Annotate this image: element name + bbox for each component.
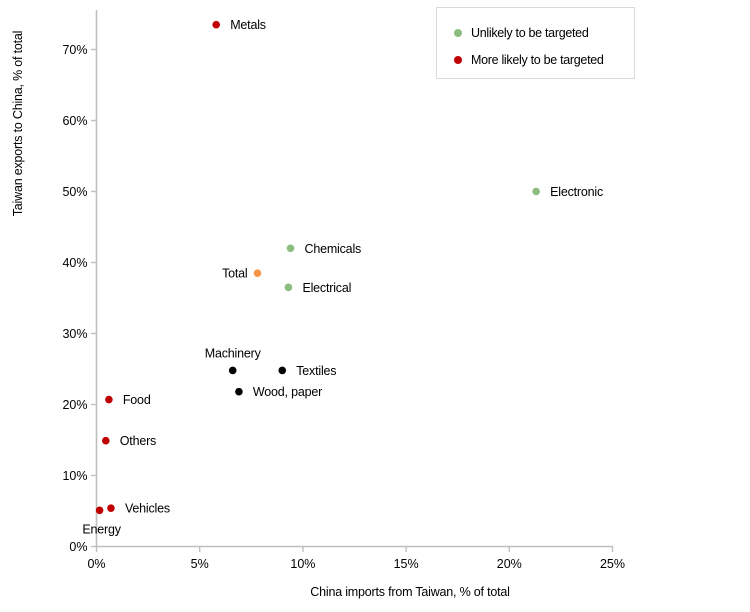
data-point-label-textiles: Textiles	[296, 364, 336, 378]
x-tick-label: 25%	[600, 557, 625, 571]
data-point-label-machinery: Machinery	[205, 346, 262, 360]
x-tick-label: 10%	[290, 557, 315, 571]
data-point-label-energy: Energy	[82, 522, 121, 536]
legend-row-more-likely: More likely to be targeted	[447, 46, 634, 73]
data-point-total	[253, 269, 262, 277]
legend-row-unlikely: Unlikely to be targeted	[447, 19, 634, 46]
data-point-electrical	[284, 283, 293, 292]
y-tick-label: 0%	[69, 540, 87, 554]
y-tick-label: 70%	[62, 43, 87, 57]
legend-label-unlikely: Unlikely to be targeted	[471, 25, 589, 40]
data-point-electronic	[532, 187, 540, 196]
data-point-metals	[212, 20, 221, 29]
legend-green-dot-icon	[454, 28, 462, 37]
y-tick-label: 10%	[62, 469, 87, 483]
axis-lines	[95, 10, 613, 548]
legend-red-dot-icon	[454, 55, 462, 64]
data-point-energy	[95, 506, 104, 515]
data-point-label-food: Food	[123, 393, 151, 407]
x-tick-label: 20%	[497, 557, 522, 571]
data-point-food	[105, 395, 113, 404]
y-tick-label: 50%	[62, 185, 87, 199]
data-point-label-chemicals: Chemicals	[305, 242, 362, 256]
data-point-chemicals	[286, 244, 295, 253]
data-point-label-electrical: Electrical	[302, 281, 351, 295]
data-point-label-others: Others	[120, 434, 156, 448]
y-tick-label: 30%	[62, 327, 87, 341]
data-point-textiles	[278, 366, 287, 375]
data-point-machinery	[228, 366, 237, 375]
data-point-vehicles	[107, 504, 115, 512]
data-point-label-vehicles: Vehicles	[125, 502, 170, 516]
x-tick-label: 0%	[87, 557, 105, 571]
data-point-label-metals: Metals	[230, 18, 266, 32]
x-tick-label: 15%	[394, 557, 419, 571]
data-point-label-wood-paper: Wood, paper	[253, 385, 322, 399]
y-tick-label: 40%	[62, 256, 87, 270]
y-tick-label: 60%	[62, 114, 87, 128]
data-point-wood-paper	[235, 387, 243, 396]
y-axis-title: Taiwan exports to China, % of total	[11, 30, 25, 217]
data-point-label-electronic: Electronic	[550, 185, 603, 199]
y-tick-label: 20%	[62, 398, 87, 412]
data-point-others	[101, 436, 110, 445]
legend-label-more-likely: More likely to be targeted	[471, 52, 604, 67]
x-tick-label: 5%	[191, 557, 209, 571]
x-axis-title: China imports from Taiwan, % of total	[310, 585, 510, 599]
data-point-label-total: Total	[222, 267, 247, 281]
legend: Unlikely to be targeted More likely to b…	[436, 7, 635, 79]
